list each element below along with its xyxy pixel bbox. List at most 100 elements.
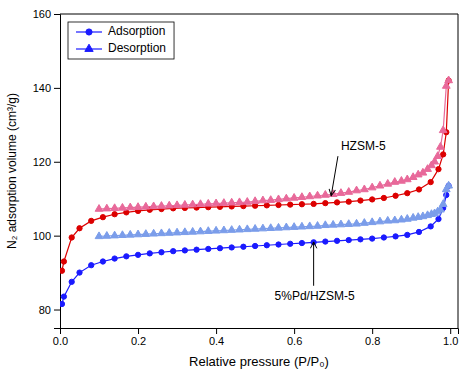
point [111,204,119,211]
point [403,175,411,182]
point [424,165,432,172]
point [384,216,392,223]
y-tick-mark [54,14,60,15]
point [251,225,259,232]
point [119,231,127,238]
point [282,223,290,230]
point [204,227,212,234]
point [61,294,66,299]
plot: 0.00.20.40.60.81.080100120140160Relative… [5,8,459,369]
x-tick-mark [138,328,139,334]
point [337,220,345,227]
series [95,76,452,211]
point [252,243,257,248]
x-tick: 0.0 [53,328,68,347]
point [119,203,127,210]
point [376,181,384,188]
annotation-arrow [313,242,314,286]
point [159,250,164,255]
legend-box [68,22,174,59]
x-tick-label: 0.0 [53,335,68,347]
point [181,201,189,208]
point [381,235,386,240]
point [228,198,236,205]
point [69,235,74,240]
point [69,279,74,284]
point [393,234,398,239]
point [368,218,376,225]
point [197,227,205,234]
point [288,202,293,207]
point [220,199,228,206]
point [150,202,158,209]
point [416,229,421,234]
point [165,229,173,236]
point [442,82,450,89]
point [60,301,65,306]
annotation: HZSM-5 [331,139,386,196]
point [142,202,150,209]
point [165,201,173,208]
point [243,198,251,205]
point [95,205,103,212]
point [264,243,269,248]
annotation-text: HZSM-5 [341,139,386,153]
annotation-arrow [331,156,338,196]
point [243,225,251,232]
point [77,270,82,275]
x-tick: 0.4 [209,328,224,347]
series-line [99,80,449,209]
y-tick-label: 160 [33,8,51,20]
point [212,199,220,206]
point [100,215,105,220]
marks [60,76,453,307]
point [416,187,421,192]
y-tick-label: 100 [33,230,51,242]
point [267,196,275,203]
point [290,193,298,200]
point [314,191,322,198]
x-axis-line [61,329,459,335]
point [381,195,386,200]
point [276,202,281,207]
point [206,246,211,251]
point [436,167,441,172]
y-tick-label: 120 [33,156,51,168]
point [112,256,117,261]
point [111,231,119,238]
point [124,254,129,259]
point [229,245,234,250]
point [321,221,329,228]
point [370,236,375,241]
point [228,226,236,233]
point [60,268,65,273]
point [405,191,410,196]
point [323,200,328,205]
point [439,126,447,133]
y-tick-label: 80 [39,304,51,316]
point [89,263,94,268]
point [282,194,290,201]
point [353,219,361,226]
y-tick: 80 [39,304,60,316]
point [391,216,399,223]
point [299,202,304,207]
point [346,199,351,204]
x-tick: 0.6 [287,328,302,347]
point [442,185,450,192]
point [334,238,339,243]
point [236,225,244,232]
point [306,192,314,199]
point [158,202,166,209]
point [428,179,433,184]
x-tick-label: 0.6 [287,335,302,347]
series-line [62,186,449,304]
point [288,241,293,246]
annotation: 5%Pd/HZSM-5 [275,242,355,303]
point [126,203,134,210]
point [147,251,152,256]
legend-label: Desorption [108,41,166,55]
point [171,249,176,254]
point [103,232,111,239]
x-tick: 0.8 [365,328,380,347]
